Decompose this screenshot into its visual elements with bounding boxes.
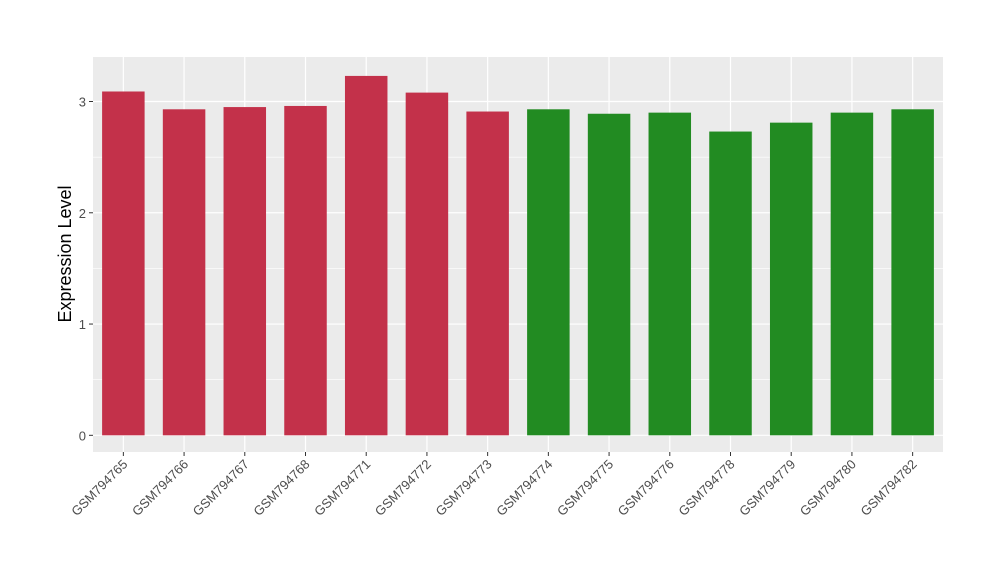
bar-GSM794773	[466, 111, 509, 436]
bar-GSM794778	[709, 131, 752, 436]
x-tick-label: GSM794782	[858, 457, 920, 519]
y-tick-label: 3	[79, 95, 86, 110]
bar-GSM794772	[405, 92, 449, 436]
x-tick-label: GSM794779	[736, 457, 798, 519]
x-tick-label: GSM794771	[311, 457, 373, 519]
x-tick-label: GSM794767	[190, 457, 252, 519]
y-tick-label: 1	[79, 317, 86, 332]
bar-GSM794775	[587, 113, 631, 436]
x-tick-label: GSM794765	[68, 457, 130, 519]
x-tick-label: GSM794772	[372, 457, 434, 519]
bar-GSM794776	[648, 112, 692, 436]
bar-GSM794768	[284, 105, 327, 436]
y-tick-label: 2	[79, 206, 86, 221]
x-tick-label: GSM794774	[493, 457, 555, 519]
y-axis-label: Expression Level	[55, 185, 75, 322]
x-tick-label: GSM794775	[554, 457, 616, 519]
bar-GSM794767	[223, 107, 267, 436]
x-tick-label: GSM794776	[615, 457, 677, 519]
plot-panel	[93, 57, 943, 452]
x-tick-label: GSM794778	[675, 457, 737, 519]
bar-GSM794771	[344, 75, 388, 436]
x-tick-label: GSM794780	[797, 457, 859, 519]
bar-GSM794779	[769, 122, 813, 436]
bar-GSM794780	[830, 112, 874, 436]
y-tick-label: 0	[79, 428, 86, 443]
bar-GSM794782	[891, 109, 934, 436]
x-tick-label: GSM794768	[250, 457, 312, 519]
bar-GSM794765	[102, 91, 145, 436]
bar-GSM794766	[162, 109, 206, 436]
x-tick-label: GSM794766	[129, 457, 191, 519]
bar-GSM794774	[527, 109, 570, 436]
x-tick-label: GSM794773	[433, 457, 495, 519]
